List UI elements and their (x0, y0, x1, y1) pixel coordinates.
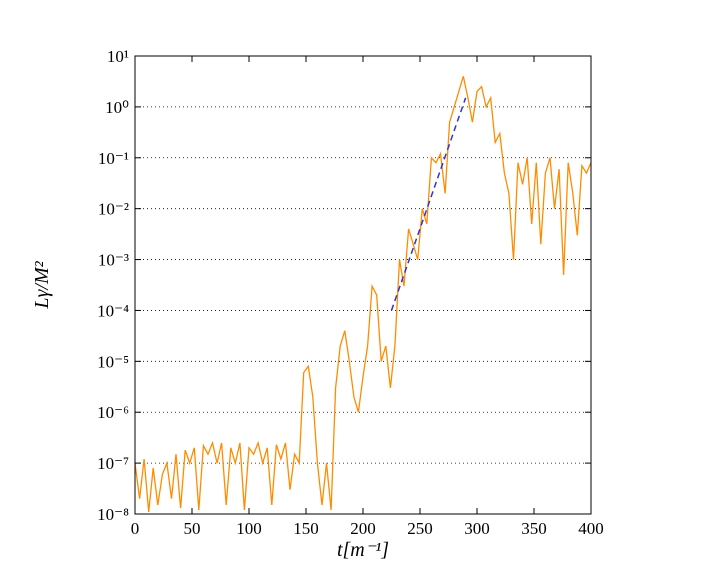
x-tick-label: 250 (407, 519, 433, 538)
x-tick-label: 100 (236, 519, 262, 538)
y-tick-label: 10⁻¹ (98, 149, 129, 168)
x-tick-label: 350 (521, 519, 547, 538)
plot-layer (135, 76, 591, 512)
data-line (135, 76, 591, 512)
x-tick-label: 300 (464, 519, 490, 538)
y-tick-label: 10⁻⁸ (97, 505, 129, 524)
x-tick-label: 200 (350, 519, 376, 538)
y-tick-label: 10⁻⁴ (97, 301, 129, 320)
y-tick-label: 10⁻³ (98, 251, 129, 270)
x-tick-label: 400 (578, 519, 604, 538)
x-tick-label: 50 (184, 519, 201, 538)
x-tick-label: 150 (293, 519, 319, 538)
x-axis-label: t[m⁻¹] (337, 539, 389, 561)
y-tick-label: 10⁻⁵ (97, 352, 129, 371)
y-tick-label: 10⁰ (105, 98, 129, 117)
y-tick-label: 10⁻² (98, 200, 129, 219)
y-axis-label: Lγ/M² (31, 260, 53, 309)
data-line (390, 97, 467, 311)
y-tick-label: 10⁻⁷ (97, 454, 129, 473)
x-tick-label: 0 (131, 519, 140, 538)
y-tick-label: 10⁻⁶ (97, 403, 129, 422)
y-tick-label: 10¹ (107, 47, 129, 66)
